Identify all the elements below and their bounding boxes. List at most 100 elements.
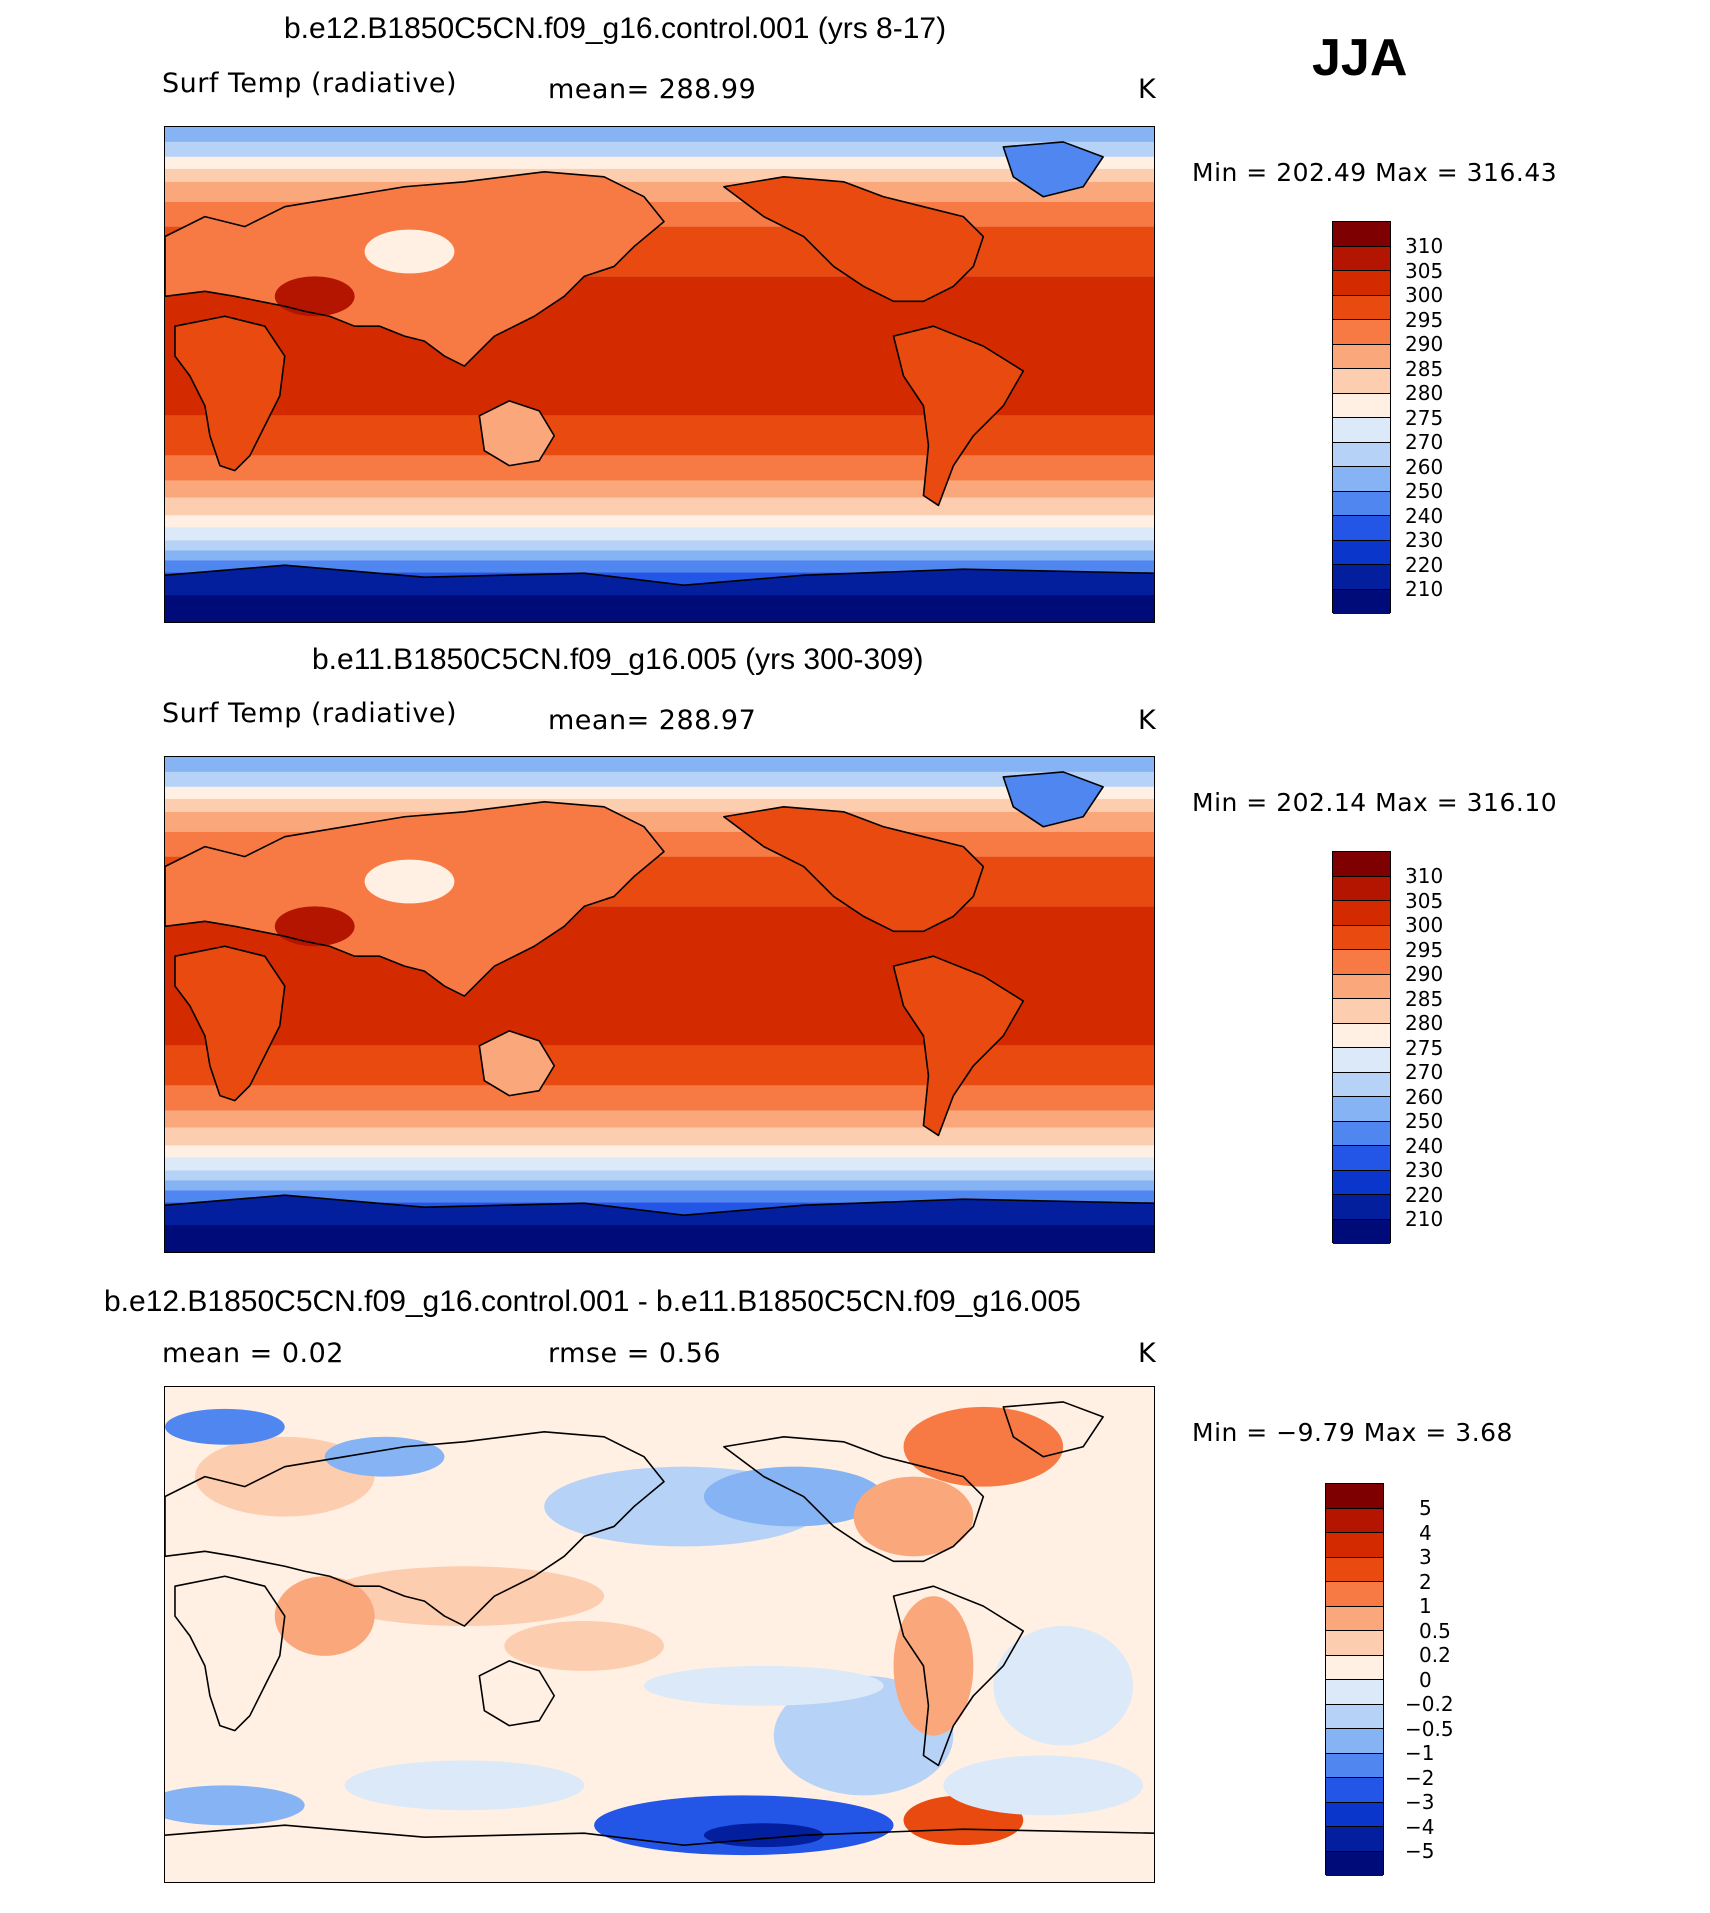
colorbar-swatch	[1333, 901, 1390, 926]
colorbar-swatch	[1326, 1582, 1383, 1607]
map-canvas	[165, 757, 1154, 1252]
minmax-label: Min = 202.14 Max = 316.10	[1192, 788, 1558, 817]
colorbar	[1332, 851, 1391, 1244]
colorbar-tick-label: 310	[1405, 864, 1444, 888]
colorbar-swatch	[1333, 344, 1390, 369]
units-label: K	[1138, 74, 1157, 105]
colorbar-tick-label: 260	[1405, 454, 1444, 479]
colorbar-tick-label: 305	[1405, 258, 1444, 283]
panel-title: b.e12.B1850C5CN.f09_g16.control.001 (yrs…	[284, 12, 947, 45]
colorbar-tick-label: 290	[1405, 332, 1444, 356]
colorbar-tick-label: 220	[1405, 1182, 1444, 1207]
colorbar-tick-label: 280	[1405, 381, 1444, 405]
colorbar-tick-label: −3	[1405, 1790, 1435, 1814]
colorbar-tick-label: 210	[1405, 577, 1444, 601]
colorbar-swatch	[1326, 1729, 1383, 1754]
colorbar-swatch	[1326, 1827, 1383, 1852]
colorbar-swatch	[1326, 1680, 1383, 1705]
colorbar-tick-label: −0.5	[1405, 1716, 1454, 1741]
colorbar-swatch	[1333, 876, 1390, 901]
colorbar-swatch	[1333, 1072, 1390, 1097]
colorbar-tick-label: 230	[1405, 1158, 1444, 1182]
colorbar-tick-label: 250	[1405, 479, 1444, 503]
difference-map	[164, 1386, 1155, 1883]
colorbar-tick-label: 305	[1405, 888, 1444, 913]
units-label: K	[1138, 1338, 1157, 1369]
season-label: JJA	[1312, 29, 1408, 87]
colorbar-swatch	[1333, 1121, 1390, 1146]
colorbar-swatch	[1333, 1146, 1390, 1171]
colorbar-swatch	[1326, 1557, 1383, 1582]
colorbar-tick-label: 1	[1419, 1594, 1432, 1618]
colorbar-swatch	[1333, 369, 1390, 394]
colorbar-swatch	[1333, 418, 1390, 443]
temperature-map	[164, 126, 1155, 623]
colorbar-tick-label: 250	[1405, 1109, 1444, 1133]
colorbar-tick-label: 240	[1405, 1133, 1444, 1158]
colorbar-tick-label: −5	[1405, 1839, 1435, 1863]
colorbar-tick-label: 240	[1405, 503, 1444, 528]
colorbar-tick-label: 290	[1405, 962, 1444, 986]
temperature-map	[164, 756, 1155, 1253]
colorbar-swatch	[1326, 1484, 1383, 1509]
colorbar-swatch	[1333, 925, 1390, 950]
colorbar-tick-label: −4	[1405, 1814, 1435, 1839]
colorbar-swatch	[1333, 295, 1390, 320]
colorbar-tick-label: 275	[1405, 1035, 1444, 1060]
colorbar-tick-label: 0	[1419, 1667, 1432, 1692]
colorbar-tick-label: −2	[1405, 1765, 1435, 1790]
colorbar-tick-label: 300	[1405, 913, 1444, 937]
variable-label: Surf Temp (radiative)	[162, 698, 458, 729]
colorbar-tick-label: 285	[1405, 356, 1444, 381]
map-canvas	[165, 1387, 1154, 1882]
colorbar-swatch	[1333, 1023, 1390, 1048]
colorbar-swatch	[1333, 491, 1390, 516]
colorbar-swatch	[1333, 1195, 1390, 1220]
colorbar-swatch	[1326, 1802, 1383, 1827]
mean-label: mean= 288.97	[548, 705, 757, 736]
colorbar-tick-label: 270	[1405, 430, 1444, 454]
colorbar-tick-label: 4	[1419, 1520, 1432, 1545]
colorbar-swatch	[1333, 589, 1390, 614]
colorbar-swatch	[1333, 467, 1390, 492]
colorbar-tick-label: 295	[1405, 937, 1444, 962]
colorbar-swatch	[1326, 1851, 1383, 1876]
colorbar-tick-label: 260	[1405, 1084, 1444, 1109]
colorbar-swatch	[1326, 1655, 1383, 1680]
panel-title: b.e11.B1850C5CN.f09_g16.005 (yrs 300-309…	[312, 643, 924, 676]
colorbar-tick-label: 210	[1405, 1207, 1444, 1231]
colorbar-tick-label: 285	[1405, 986, 1444, 1011]
colorbar-tick-label: −0.2	[1405, 1692, 1454, 1716]
colorbar-swatch	[1333, 565, 1390, 590]
colorbar-tick-label: 3	[1419, 1545, 1432, 1569]
minmax-label: Min = 202.49 Max = 316.43	[1192, 158, 1558, 187]
colorbar-tick-label: −1	[1405, 1741, 1435, 1765]
colorbar-tick-label: 280	[1405, 1011, 1444, 1035]
panel-title: b.e12.B1850C5CN.f09_g16.control.001 - b.…	[104, 1285, 1081, 1318]
colorbar-swatch	[1333, 1219, 1390, 1244]
colorbar-tick-label: 5	[1419, 1496, 1432, 1520]
variable-label: Surf Temp (radiative)	[162, 68, 458, 99]
colorbar-swatch	[1333, 271, 1390, 296]
colorbar-tick-label: 300	[1405, 283, 1444, 307]
colorbar-tick-label: 220	[1405, 552, 1444, 577]
colorbar-swatch	[1333, 393, 1390, 418]
colorbar-tick-label: 0.5	[1419, 1618, 1451, 1643]
mean-diff-label: mean = 0.02	[162, 1338, 344, 1369]
colorbar-tick-label: 0.2	[1419, 1643, 1451, 1667]
colorbar-tick-label: 310	[1405, 234, 1444, 258]
colorbar-swatch	[1333, 246, 1390, 271]
colorbar-swatch	[1333, 950, 1390, 975]
colorbar-swatch	[1333, 1170, 1390, 1195]
units-label: K	[1138, 705, 1157, 736]
colorbar-swatch	[1333, 320, 1390, 345]
colorbar-swatch	[1333, 1097, 1390, 1122]
map-canvas	[165, 127, 1154, 622]
rmse-label: rmse = 0.56	[548, 1338, 722, 1369]
colorbar-tick-label: 275	[1405, 405, 1444, 430]
colorbar-tick-label: 230	[1405, 528, 1444, 552]
colorbar-swatch	[1326, 1704, 1383, 1729]
colorbar-swatch	[1326, 1631, 1383, 1656]
colorbar-swatch	[1333, 442, 1390, 467]
colorbar-swatch	[1333, 1048, 1390, 1073]
